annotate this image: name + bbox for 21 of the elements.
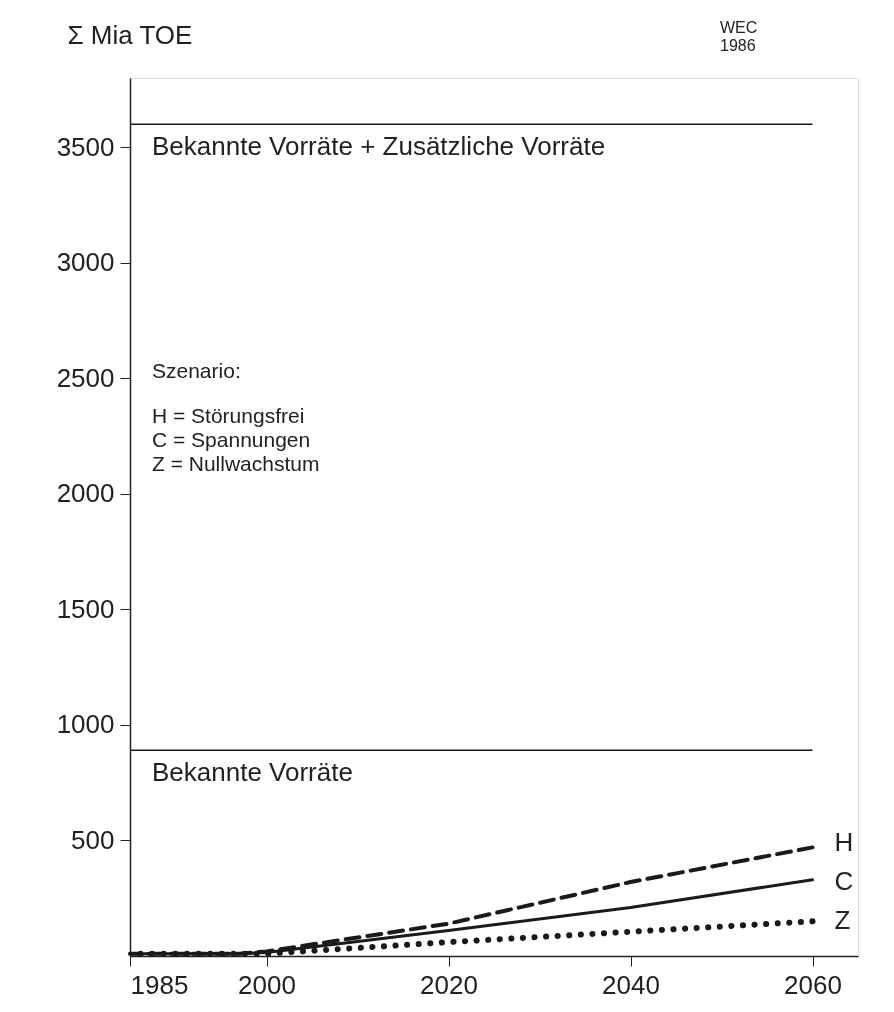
ref-line-label: Bekannte Vorräte bbox=[152, 757, 353, 788]
x-tick-label: 1985 bbox=[130, 969, 189, 1000]
y-tick-label: 3000 bbox=[56, 247, 115, 278]
y-tick-label: 3500 bbox=[56, 131, 115, 162]
y-tick-label: 1500 bbox=[56, 593, 115, 624]
y-tick-label: 500 bbox=[71, 824, 115, 855]
text: WEC 1986 bbox=[720, 19, 758, 55]
series-label: Z bbox=[834, 905, 851, 936]
y-tick-label: 1000 bbox=[56, 709, 115, 740]
y-tick-label: 2500 bbox=[56, 362, 115, 393]
x-tick-label: 2020 bbox=[420, 969, 478, 1000]
x-tick-label: 2000 bbox=[238, 969, 296, 1000]
x-tick-label: 2040 bbox=[602, 969, 660, 1000]
y-axis-title: Σ Mia TOE bbox=[67, 19, 193, 50]
y-tick-label: 2000 bbox=[56, 478, 115, 509]
annotation: Szenario: bbox=[152, 359, 241, 382]
ref-line-label: Bekannte Vorräte + Zusätzliche Vorräte bbox=[152, 131, 606, 162]
series-label: H bbox=[834, 827, 854, 858]
annotation: H = Störungsfrei C = Spannungen Z = Nullwachstum bbox=[152, 404, 320, 476]
x-tick-label: 2060 bbox=[784, 969, 842, 1000]
series-label: C bbox=[834, 865, 854, 896]
